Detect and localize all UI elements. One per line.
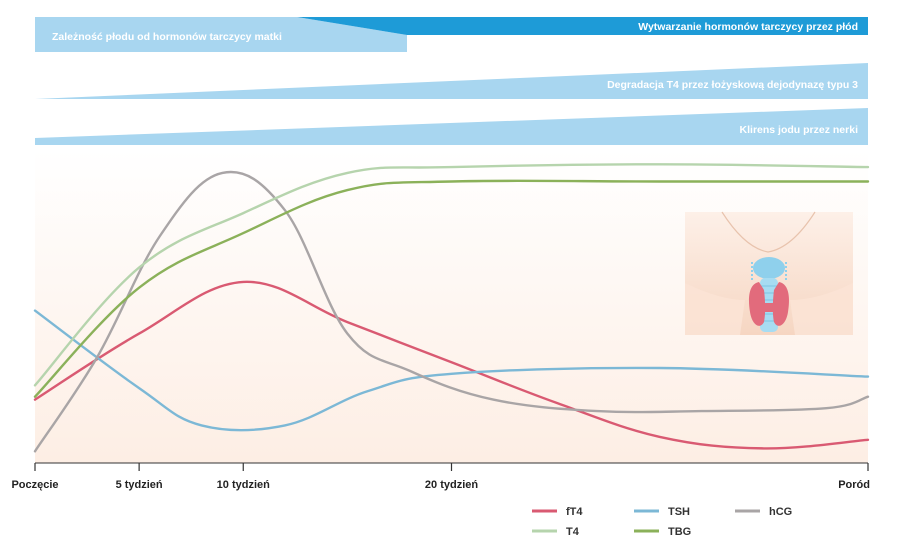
legend-label-tsh: TSH bbox=[668, 506, 690, 518]
illustration-jaw bbox=[721, 211, 816, 253]
thyroid-left-lobe-icon bbox=[748, 282, 766, 326]
legend-label-t4: T4 bbox=[566, 526, 580, 538]
band-iodine-clearance bbox=[35, 108, 868, 145]
series-lines bbox=[33, 163, 870, 453]
illustration-shoulder-right bbox=[790, 283, 853, 335]
illustration-shoulder-left bbox=[685, 283, 745, 335]
series-line-ft4 bbox=[33, 280, 870, 450]
band-maternal-dependence bbox=[35, 17, 407, 52]
legend-label-hcg: hCG bbox=[769, 506, 792, 518]
band-label-iodine: Klirens jodu przez nerki bbox=[740, 124, 859, 136]
series-line-tbg bbox=[33, 179, 870, 398]
thyroid-isthmus-icon bbox=[762, 303, 776, 312]
legend: fT4 TSH hCG T4 TBG bbox=[532, 506, 792, 538]
bands: Zależność płodu od hormonów tarczycy mat… bbox=[35, 17, 868, 145]
band-fetal-production bbox=[297, 17, 868, 35]
x-tick-label-2: 10 tydzień bbox=[217, 479, 270, 491]
band-label-fetal: Wytwarzanie hormonów tarczycy przez płód bbox=[638, 21, 858, 33]
larynx-icon bbox=[753, 257, 785, 279]
band-d3-degradation bbox=[35, 63, 868, 99]
thyroid-right-lobe-icon bbox=[772, 282, 790, 326]
x-tick-label-1: 5 tydzień bbox=[116, 479, 163, 491]
series-line-tsh bbox=[33, 309, 870, 432]
series-line-t4 bbox=[33, 163, 870, 387]
band-label-d3: Degradacja T4 przez łożyskową dejodynazę… bbox=[607, 79, 858, 91]
x-ticks: Poczęcie 5 tydzień 10 tydzień 20 tydzień Por… bbox=[11, 463, 870, 491]
x-tick-label-0: Poczęcie bbox=[11, 479, 58, 491]
legend-label-ft4: fT4 bbox=[566, 506, 583, 518]
x-tick-label-3: 20 tydzień bbox=[425, 479, 478, 491]
legend-label-tbg: TBG bbox=[668, 526, 691, 538]
x-tick-label-4: Poród bbox=[838, 479, 870, 491]
thyroid-neck-illustration bbox=[685, 211, 853, 335]
band-label-maternal: Zależność płodu od hormonów tarczycy mat… bbox=[52, 31, 282, 43]
